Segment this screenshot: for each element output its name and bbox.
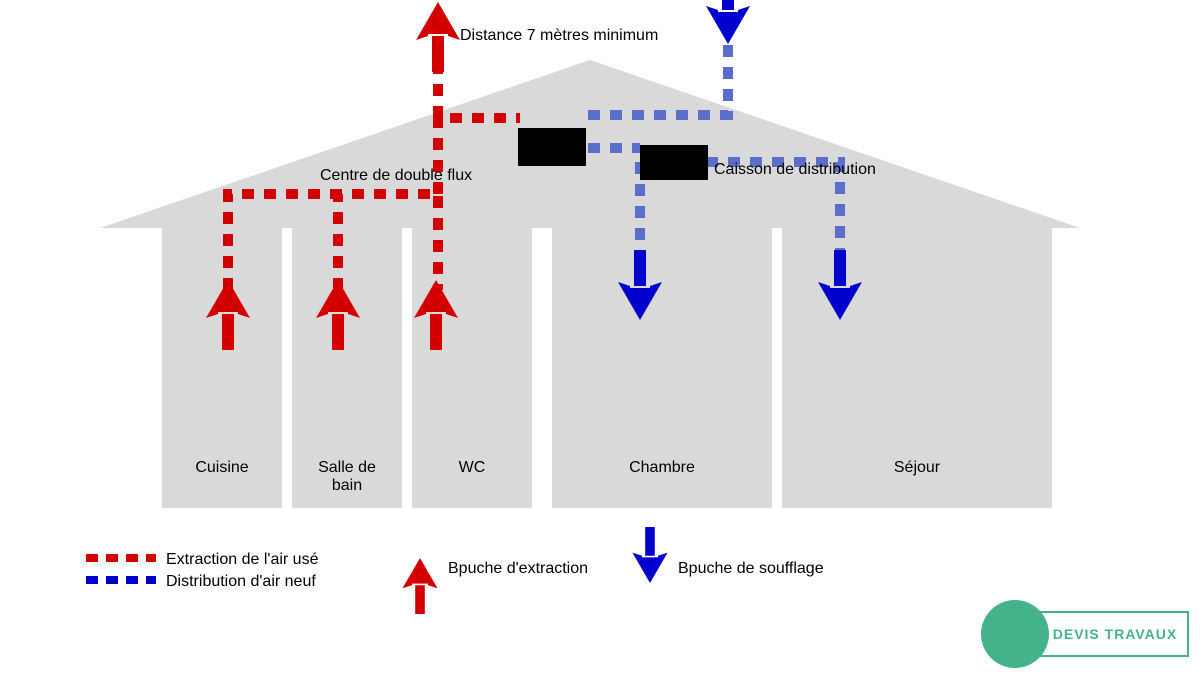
unit-caisson [640,145,708,180]
legend-blue-label: Distribution d'air neuf [166,573,316,590]
unit-label-caisson: Caisson de distribution [714,161,876,178]
distance-label: Distance 7 mètres minimum [460,27,658,44]
unit-centre [518,128,586,166]
unit-label-centre: Centre de double flux [320,167,472,184]
logo-circle [981,600,1049,668]
logo-text: DEVIS TRAVAUX [1053,626,1178,642]
room-label-sejour: Séjour [894,459,941,476]
legend-extraction-label: Bpuche d'extraction [448,560,588,577]
legend-red-label: Extraction de l'air usé [166,551,319,568]
legend-soufflage-label: Bpuche de soufflage [678,560,824,577]
room-label-cuisine: Cuisine [195,459,248,476]
room-label-wc: WC [459,459,486,476]
diagram-canvas: CuisineSalle debainWCChambreSéjourCentre… [0,0,1200,675]
room-label-chambre: Chambre [629,459,695,476]
